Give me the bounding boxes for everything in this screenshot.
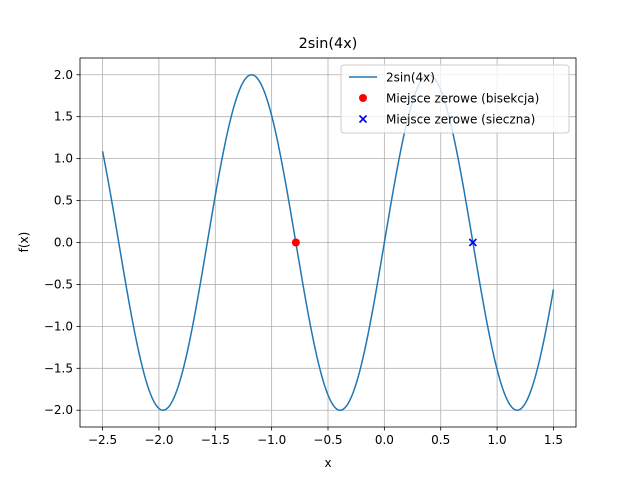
legend-x-swatch xyxy=(358,114,368,124)
y-tick-label: 1.0 xyxy=(54,152,73,166)
y-tick-label: 2.0 xyxy=(54,68,73,82)
y-tick-label: −1.5 xyxy=(44,361,73,375)
plot-series xyxy=(101,74,555,411)
x-tick-label: 0.0 xyxy=(375,433,394,447)
x-axis-label: x xyxy=(324,456,331,470)
x-tick-label: −2.0 xyxy=(144,433,173,447)
legend-box xyxy=(340,64,570,134)
x-tick-label: 1.0 xyxy=(488,433,507,447)
secant-root-point xyxy=(468,238,477,247)
x-tick-label: −2.5 xyxy=(88,433,117,447)
y-tick-label: 0.5 xyxy=(54,194,73,208)
x-tick-label: 1.5 xyxy=(544,433,563,447)
chart-title: 2sin(4x) xyxy=(299,36,358,52)
x-tick-label: −0.5 xyxy=(313,433,342,447)
x-tick-label: 0.5 xyxy=(431,433,450,447)
axis-ticks: −2.5 −2.0 −1.5 −1.0 −0.5 0.0 0.5 1.0 1.5 −2.0 −1.5… xyxy=(44,68,563,447)
bisection-root-point xyxy=(291,238,300,247)
y-tick-label: 0.0 xyxy=(54,236,73,250)
y-tick-label: −0.5 xyxy=(44,277,73,291)
legend: 2sin(4x) Miejsce zerowe (bisekcja) Miejsce… xyxy=(340,64,570,134)
x-tick-label: −1.5 xyxy=(201,433,230,447)
y-axis-label: f(x) xyxy=(17,232,31,253)
legend-label: Miejsce zerowe (bisekcja) xyxy=(386,92,539,106)
legend-label: 2sin(4x) xyxy=(386,71,435,85)
y-tick-label: −2.0 xyxy=(44,403,73,417)
x-tick-label: −1.0 xyxy=(257,433,286,447)
y-tick-label: 1.5 xyxy=(54,110,73,124)
series-line-2sin4x xyxy=(101,74,555,411)
legend-circle-swatch xyxy=(359,94,367,102)
legend-label: Miejsce zerowe (sieczna) xyxy=(386,113,535,127)
y-tick-label: −1.0 xyxy=(44,319,73,333)
